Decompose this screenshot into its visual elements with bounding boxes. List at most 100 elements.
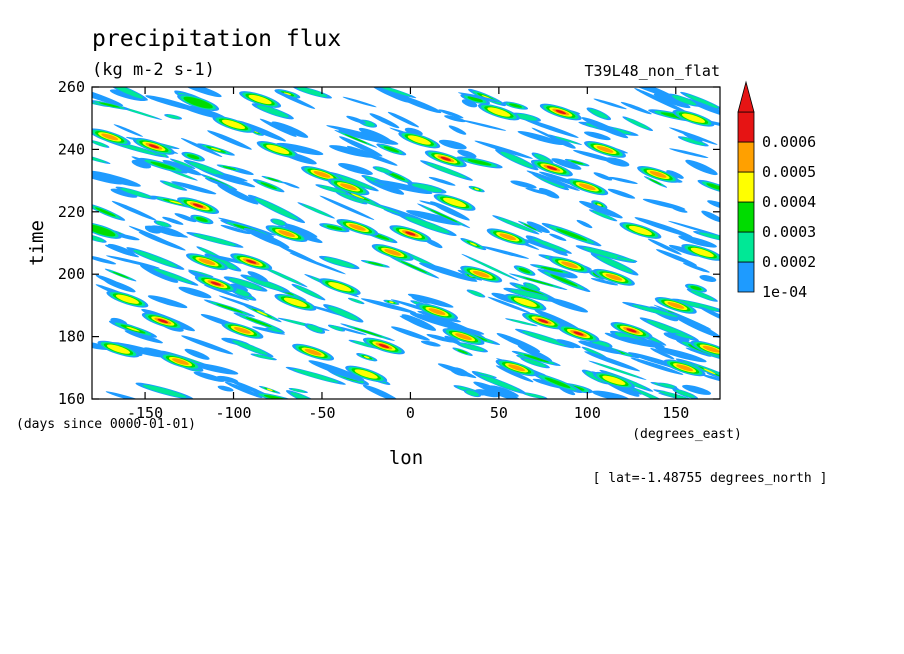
contour-level-1 [218,295,266,312]
precip-cell [637,165,680,183]
precip-streak [406,210,462,226]
contour-level-2 [267,268,303,285]
contour-level-3 [245,317,272,328]
contour-level-1 [224,381,263,399]
precip-streak [634,217,693,238]
y-axis-units: (days since 0000-01-01) [16,417,196,432]
contour-level-4 [443,197,467,208]
contour-level-1 [551,158,582,170]
precip-cell [690,340,720,358]
contour-level-1 [489,385,519,397]
colorbar-label: 1e-04 [762,283,807,301]
precip-cell [522,312,565,330]
precip-streak [107,87,148,101]
contour-level-3 [523,277,554,287]
x-tick-label: -100 [215,404,251,422]
precip-streak [682,384,712,395]
precip-streak [159,180,188,191]
precip-streak [360,259,390,268]
precip-streak [474,140,533,159]
contour-level-2 [522,331,568,346]
precip-cell [239,91,282,108]
precip-streak [456,342,488,353]
precip-field [92,87,720,399]
y-tick-label: 240 [58,140,85,158]
contour-level-1 [701,374,720,384]
precip-streak [92,87,124,107]
contour-level-1 [538,187,560,199]
y-tick-label: 260 [58,78,85,96]
precip-streak [110,188,138,198]
precip-streak [178,286,212,299]
precip-streak [180,138,223,157]
precip-streak [624,302,686,320]
contour-level-1 [428,176,456,186]
contour-level-1 [590,277,619,286]
precip-streak [398,213,457,237]
y-tick-label: 200 [58,265,85,283]
contour-level-1 [131,159,152,169]
precip-streak [387,111,419,128]
contour-level-3 [267,177,280,182]
precip-streak [131,159,152,169]
contour-level-2 [228,278,263,290]
precip-streak [584,131,611,141]
precip-streak [517,345,553,362]
precip-streak [376,143,407,156]
precip-streak [466,289,486,298]
precip-streak [270,218,288,227]
precip-streak [438,109,464,119]
contour-level-2 [554,136,579,144]
precip-streak [588,360,647,380]
precip-streak [404,127,423,136]
precip-streak [630,357,684,375]
y-axis-ticks: 160 180 200 220 240 260 [58,78,720,408]
contour-level-1 [193,363,239,375]
contour-level-1 [437,363,477,379]
contour-level-1 [526,221,550,234]
contour-level-2 [246,276,285,291]
precip-streak [92,255,117,265]
contour-level-1 [419,262,478,282]
contour-level-1 [634,217,693,238]
precip-streak [573,149,621,164]
precip-streak [707,200,720,210]
contour-level-1 [171,181,217,195]
contour-level-3 [195,217,208,222]
contour-level-1 [480,245,529,259]
precip-streak [503,287,560,303]
precip-streak [480,245,529,259]
contour-level-2 [634,388,668,399]
precip-streak [207,130,252,150]
precip-streak [174,213,197,223]
precip-streak [502,101,529,110]
contour-level-2 [468,257,512,278]
precip-streak [216,375,239,383]
contour-level-1 [426,333,455,343]
precip-streak [407,182,447,194]
contour-level-2 [592,340,610,348]
contour-level-5 [676,364,693,372]
colorbar-swatch [737,111,755,143]
contour-level-2 [690,290,715,301]
y-tick-label: 180 [58,328,85,346]
precip-streak [517,130,564,146]
precip-cell [177,197,220,215]
contour-level-5 [234,327,251,334]
y-axis-label: time [26,220,48,266]
contour-level-2 [232,288,250,297]
precip-streak [653,93,691,109]
contour-level-3 [112,271,129,279]
precip-streak [473,381,522,399]
contour-level-1 [105,244,139,258]
contour-level-3 [222,166,237,170]
contour-level-4 [469,242,477,246]
precip-streak [258,385,281,394]
y-tick-label: 160 [58,390,85,408]
precip-streak [92,341,110,350]
precip-cell [371,243,414,261]
precip-streak [226,338,274,358]
contour-level-1 [473,381,522,399]
precip-streak [308,360,365,381]
precip-streak [252,326,286,335]
